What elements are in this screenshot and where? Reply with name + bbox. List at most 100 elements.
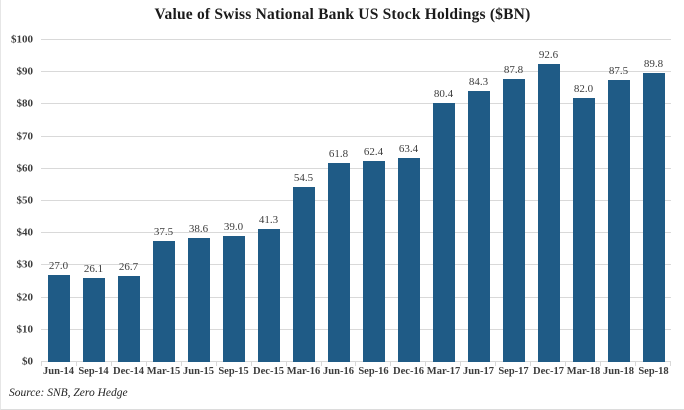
bar-slot: 62.4 [356, 40, 391, 362]
bar-slot: 61.8 [321, 40, 356, 362]
gridline [41, 71, 671, 73]
bar-slot: 38.6 [181, 40, 216, 362]
x-axis-tick [496, 362, 532, 366]
y-tick-label: $50 [16, 194, 34, 207]
bar-value-label: 39.0 [223, 221, 244, 234]
y-tick-label: $10 [16, 323, 34, 336]
gridline [41, 232, 671, 234]
bar [187, 237, 210, 362]
bar-value-label: 41.3 [258, 214, 279, 227]
bar-value-label: 61.8 [328, 148, 349, 161]
x-tick-label: Sep-16 [358, 366, 389, 377]
bar [222, 236, 245, 362]
x-tick-label: Jun-16 [323, 366, 354, 377]
x-axis-tick [322, 362, 357, 366]
bar-value-label: 27.0 [48, 260, 69, 273]
bar [607, 80, 630, 362]
bar-value-label: 63.4 [398, 142, 419, 155]
bar [327, 163, 350, 362]
bar-slot: 84.3 [461, 40, 496, 362]
x-tick-label: Dec-15 [253, 366, 284, 377]
gridline [41, 39, 671, 40]
x-tick-label: Jun-18 [603, 366, 634, 377]
bar [152, 241, 175, 362]
x-axis-tick [217, 362, 252, 366]
bar-slot: 39.0 [216, 40, 251, 362]
bar-value-label: 26.1 [83, 262, 104, 275]
gridline [41, 328, 671, 330]
x-tick-label: Mar-15 [146, 366, 181, 377]
x-axis-tick [461, 362, 497, 366]
y-tick-label: $80 [16, 97, 34, 110]
bar-value-label: 26.7 [118, 261, 139, 274]
bar-value-label: 92.6 [538, 48, 559, 61]
x-axis-tick [566, 362, 601, 366]
bar [432, 103, 455, 362]
bar [467, 90, 490, 362]
x-tick-label: Sep-17 [498, 366, 529, 377]
bar-value-label: 54.5 [293, 171, 314, 184]
bar-slot: 37.5 [146, 40, 181, 362]
y-tick-label: $100 [11, 33, 33, 46]
bar-slot: 27.0 [41, 40, 76, 362]
y-tick-label: $90 [16, 65, 34, 78]
bars-row: 27.0 26.1 26.7 37.5 38.6 39.0 41.3 54.5 61.8 62.4… [41, 40, 671, 362]
bar [397, 157, 420, 362]
y-tick-label: $40 [16, 226, 34, 239]
bar-value-label: 37.5 [153, 226, 174, 239]
gridline [41, 361, 671, 362]
gridline [41, 264, 671, 266]
source-note: Source: SNB, Zero Hedge [9, 387, 128, 399]
bar-value-label: 84.3 [468, 75, 489, 88]
x-axis-tick [182, 362, 217, 366]
bar-slot: 92.6 [531, 40, 566, 362]
y-tick-label: $70 [16, 130, 34, 143]
bar-slot: 26.1 [76, 40, 111, 362]
bar-value-label: 80.4 [433, 88, 454, 101]
y-axis: $0 $10 $20 $30 $40 $50 $60 $70 $80 $90 $100 [1, 34, 35, 367]
x-tick-label: Jun-15 [183, 366, 214, 377]
x-axis-tick [601, 362, 636, 366]
x-tick-label: Dec-14 [113, 366, 144, 377]
bar-slot: 80.4 [426, 40, 461, 362]
x-axis-tick [426, 362, 462, 366]
x-axis-tick [252, 362, 287, 366]
bar-slot: 89.8 [636, 40, 671, 362]
bar-value-label: 82.0 [573, 82, 594, 95]
x-tick-label: Dec-17 [533, 366, 564, 377]
bar [642, 72, 665, 362]
x-tick-label: Sep-15 [218, 366, 249, 377]
bar [82, 277, 105, 362]
y-tick-label: $0 [22, 355, 33, 368]
x-tick-label: Sep-14 [78, 366, 109, 377]
bar-slot: 87.8 [496, 40, 531, 362]
bar [362, 161, 385, 362]
bar [502, 79, 525, 362]
bar [117, 276, 140, 362]
bar-slot: 26.7 [111, 40, 146, 362]
x-axis-tick [41, 362, 77, 366]
bar [257, 229, 280, 362]
bar-slot: 54.5 [286, 40, 321, 362]
bar-value-label: 87.8 [503, 64, 524, 77]
bar [537, 63, 560, 362]
x-tick-label: Mar-17 [426, 366, 461, 377]
x-axis-ticks [41, 362, 671, 366]
bar-value-label: 87.5 [608, 65, 629, 78]
gridline [41, 135, 671, 137]
x-tick-label: Dec-16 [393, 366, 424, 377]
x-axis-tick [112, 362, 147, 366]
bar-slot: 82.0 [566, 40, 601, 362]
bar [47, 275, 70, 362]
bar-slot: 63.4 [391, 40, 426, 362]
x-axis-tick [356, 362, 392, 366]
x-axis-tick [636, 362, 671, 366]
x-axis: Jun-14 Sep-14 Dec-14 Mar-15 Jun-15 Sep-15 Dec-… [41, 366, 671, 378]
bar-slot: 41.3 [251, 40, 286, 362]
y-tick-label: $20 [16, 291, 34, 304]
y-tick-label: $30 [16, 258, 34, 271]
gridline [41, 103, 671, 105]
x-tick-label: Sep-18 [638, 366, 669, 377]
bar [292, 186, 315, 362]
